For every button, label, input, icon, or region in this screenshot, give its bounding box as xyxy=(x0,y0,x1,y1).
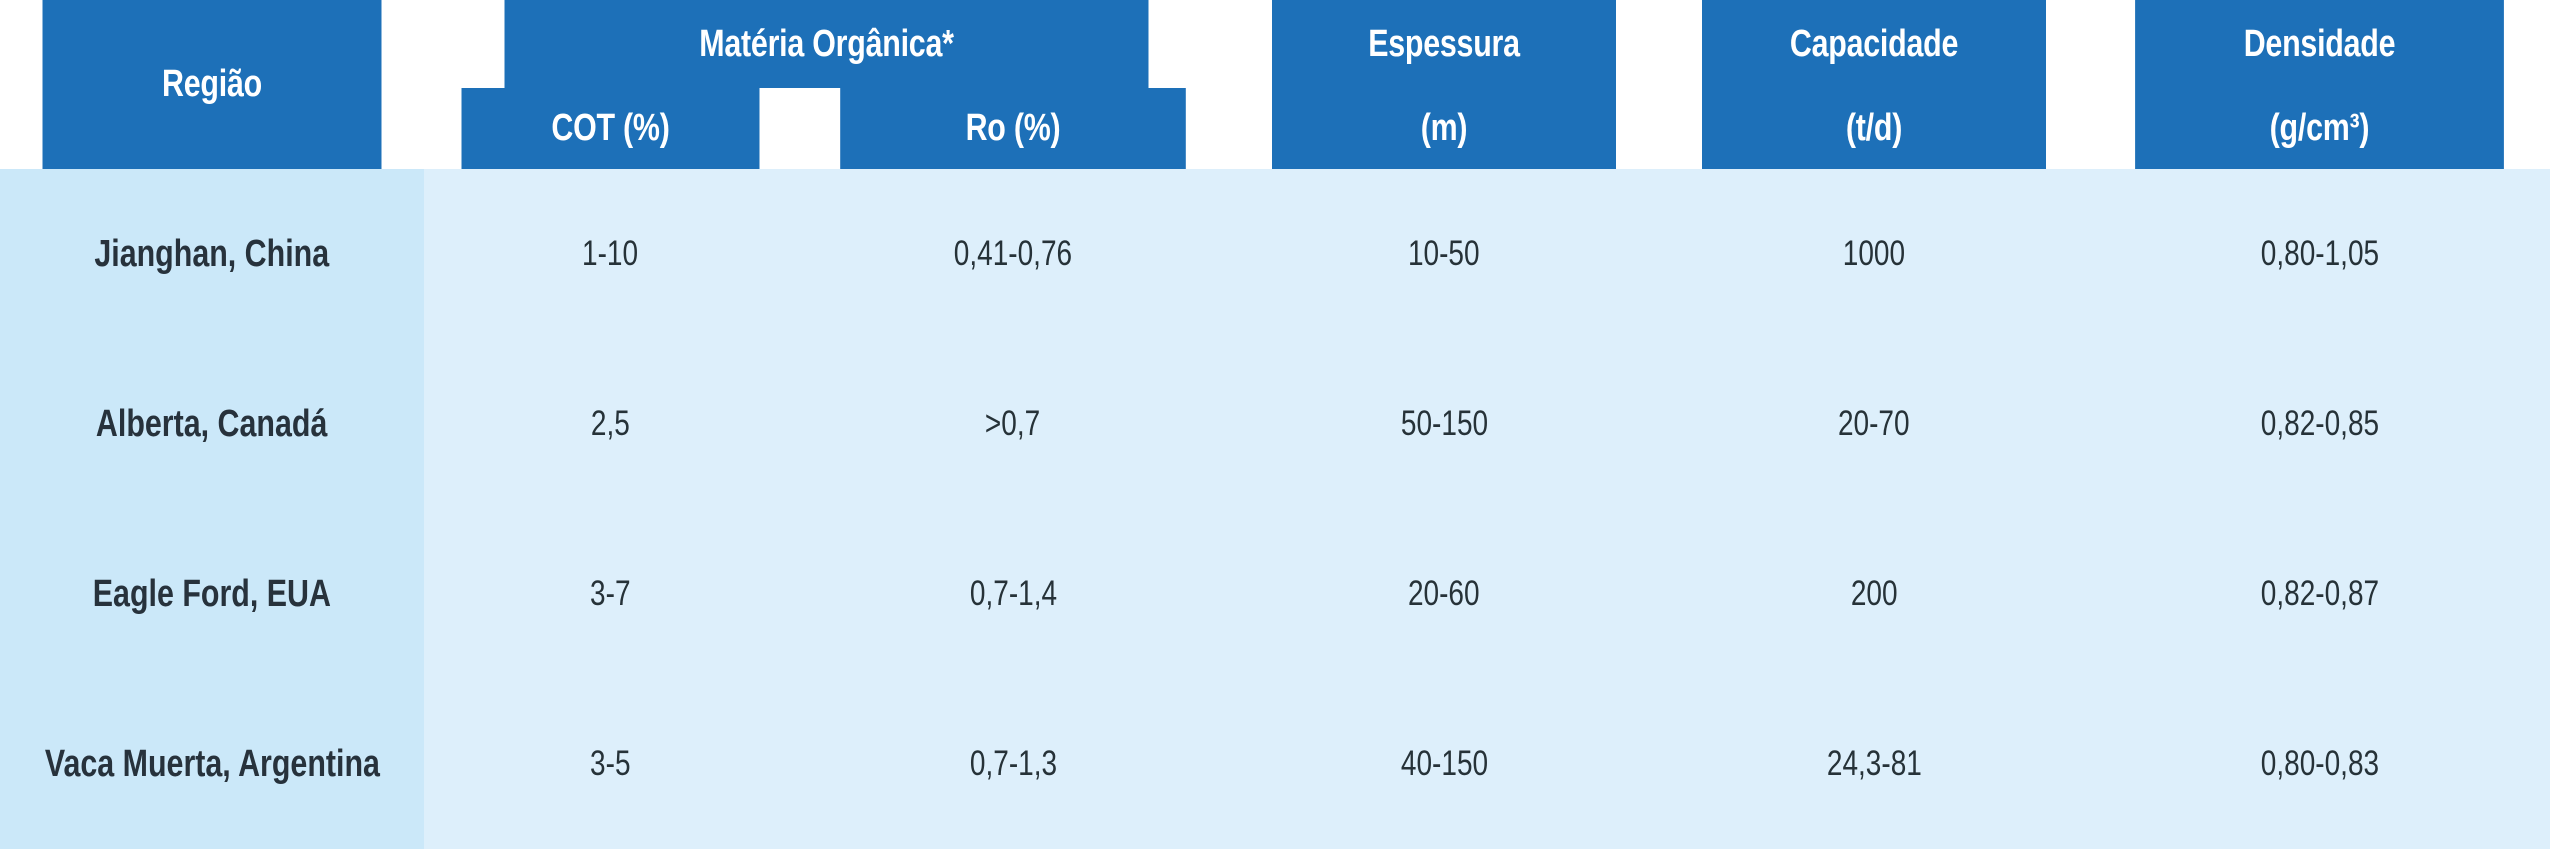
cell-densidade: 0,80-0,83 xyxy=(2089,679,2550,849)
espessura-value: 50-150 xyxy=(1400,404,1488,443)
espessura-value: 20-60 xyxy=(1408,574,1480,613)
header-group-row: Região Matéria Orgânica* Espessura Capac… xyxy=(0,0,2550,169)
densidade-value: 0,82-0,87 xyxy=(2260,574,2379,613)
densidade-value: 0,82-0,85 xyxy=(2260,404,2379,443)
cell-capacidade: 24,3-81 xyxy=(1659,679,2089,849)
cell-ro: >0,7 xyxy=(797,339,1229,509)
densidade-value: 0,80-1,05 xyxy=(2260,234,2379,273)
capacidade-value: 20-70 xyxy=(1838,404,1910,443)
cot-value: 2,5 xyxy=(591,404,630,443)
cot-value: 1-10 xyxy=(582,234,639,273)
region-label: Alberta, Canadá xyxy=(96,402,328,445)
header-group-materia-organica: Matéria Orgânica* xyxy=(504,0,1149,88)
cell-densidade: 0,82-0,87 xyxy=(2089,509,2550,679)
cot-value: 3-7 xyxy=(590,574,631,613)
cell-ro: 0,7-1,4 xyxy=(797,509,1229,679)
region-label: Eagle Ford, EUA xyxy=(92,572,332,615)
cell-ro: 0,7-1,3 xyxy=(797,679,1229,849)
header-group-capacidade: Capacidade xyxy=(1702,0,2046,88)
cell-cot: 1-10 xyxy=(424,169,797,339)
header-group-espessura: Espessura xyxy=(1272,0,1616,88)
densidade-value: 0,80-0,83 xyxy=(2260,744,2379,783)
cell-capacidade: 1000 xyxy=(1659,169,2089,339)
header-region: Região xyxy=(42,0,382,169)
cell-cot: 3-5 xyxy=(424,679,797,849)
ro-value: 0,41-0,76 xyxy=(953,234,1073,273)
cell-espessura: 40-150 xyxy=(1229,679,1659,849)
subheader-cot: COT (%) xyxy=(461,88,760,169)
cell-region: Jianghan, China xyxy=(0,169,424,339)
ro-value: 0,7-1,3 xyxy=(969,744,1057,783)
cell-region: Vaca Muerta, Argentina xyxy=(0,679,424,849)
subheader-densidade-unit: (g/cm³) xyxy=(2135,88,2504,169)
capacidade-value: 1000 xyxy=(1842,234,1906,273)
table-row: Jianghan, China 1-10 0,41-0,76 10-50 100… xyxy=(0,169,2550,339)
espessura-value: 10-50 xyxy=(1408,234,1480,273)
cell-espessura: 50-150 xyxy=(1229,339,1659,509)
cell-espessura: 10-50 xyxy=(1229,169,1659,339)
cell-region: Eagle Ford, EUA xyxy=(0,509,424,679)
header-subheader-row: COT (%) Ro (%) (m) (t/d) (g/cm³) xyxy=(0,88,2550,169)
ro-value: >0,7 xyxy=(985,404,1041,443)
ro-value: 0,7-1,4 xyxy=(969,574,1057,613)
cell-espessura: 20-60 xyxy=(1229,509,1659,679)
cell-densidade: 0,82-0,85 xyxy=(2089,339,2550,509)
capacidade-value: 200 xyxy=(1850,574,1898,613)
cell-densidade: 0,80-1,05 xyxy=(2089,169,2550,339)
espessura-value: 40-150 xyxy=(1400,744,1488,783)
table-row: Vaca Muerta, Argentina 3-5 0,7-1,3 40-15… xyxy=(0,679,2550,849)
cell-capacidade: 20-70 xyxy=(1659,339,2089,509)
region-label: Jianghan, China xyxy=(94,232,330,275)
cell-ro: 0,41-0,76 xyxy=(797,169,1229,339)
cell-region: Alberta, Canadá xyxy=(0,339,424,509)
cell-capacidade: 200 xyxy=(1659,509,2089,679)
region-label: Vaca Muerta, Argentina xyxy=(44,742,380,785)
subheader-espessura-unit: (m) xyxy=(1272,88,1616,169)
capacidade-value: 24,3-81 xyxy=(1826,744,1922,783)
cell-cot: 3-7 xyxy=(424,509,797,679)
subheader-capacidade-unit: (t/d) xyxy=(1702,88,2046,169)
cell-cot: 2,5 xyxy=(424,339,797,509)
header-group-densidade: Densidade xyxy=(2135,0,2504,88)
table-header: Região Matéria Orgânica* Espessura Capac… xyxy=(0,0,2550,169)
subheader-ro: Ro (%) xyxy=(840,88,1186,169)
table-body: Jianghan, China 1-10 0,41-0,76 10-50 100… xyxy=(0,169,2550,849)
cot-value: 3-5 xyxy=(590,744,631,783)
table-row: Alberta, Canadá 2,5 >0,7 50-150 20-70 0,… xyxy=(0,339,2550,509)
table-row: Eagle Ford, EUA 3-7 0,7-1,4 20-60 200 0,… xyxy=(0,509,2550,679)
